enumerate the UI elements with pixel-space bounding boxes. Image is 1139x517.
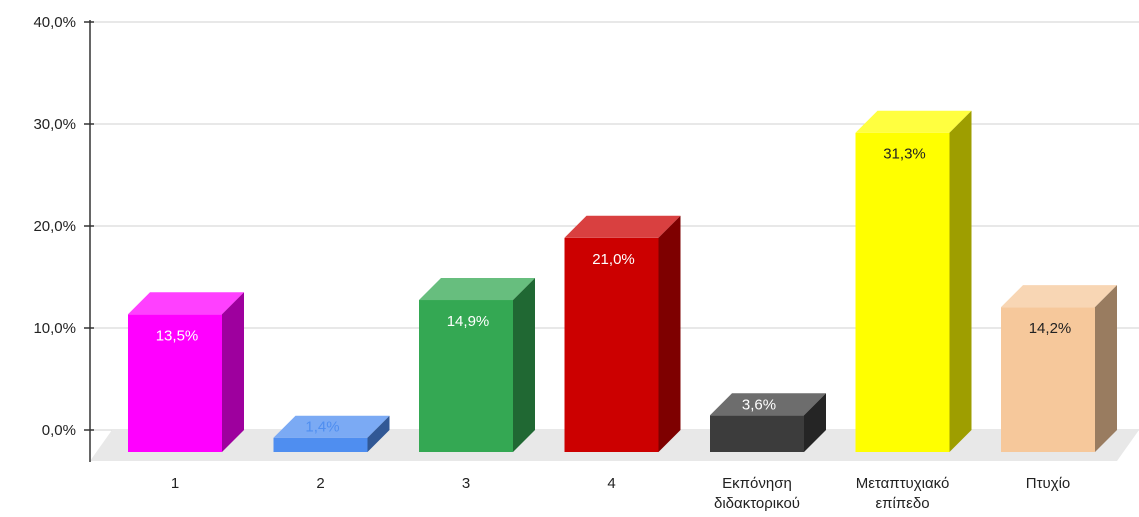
x-tick-label: 3 [462,475,470,492]
bar-top [419,278,535,301]
data-label: 13,5% [156,327,199,344]
bar [128,292,244,452]
x-tick-label: Μεταπτυχιακό επίπεδο [856,475,950,512]
labels: 13,5% 1 1,4% 2 14,9% 3 21,0% 4 3,6% Εκπόνηση διδακ… [156,146,1072,512]
bar-top [1001,285,1117,308]
bar-top [128,292,244,315]
x-tick-label-line: Πτυχίο [1026,475,1071,492]
bar-side [513,278,535,452]
bar [564,215,681,452]
y-tick-label: 0,0% [42,422,76,439]
x-tick-label-line: διδακτορικού [714,495,800,512]
bar-front [855,132,950,453]
data-label: 14,9% [447,313,490,330]
bars [128,110,1117,453]
bar-side [949,110,972,453]
x-tick-label-line: 1 [171,475,179,492]
bar [273,415,390,452]
data-label: 1,4% [305,419,339,436]
bar-side [1095,285,1117,452]
y-tick-label: 40,0% [33,14,76,31]
x-tick-label: Πτυχίο [1026,475,1071,492]
bar-side [222,292,244,452]
bar-front [273,437,368,452]
bar-top [564,215,681,238]
x-tick-label: Εκπόνηση διδακτορικού [714,475,800,512]
bar-side [367,415,390,452]
bar [1001,285,1117,452]
bar-side [658,215,681,452]
bar-side [804,393,826,452]
bar-front [419,300,513,452]
y-tick-label: 10,0% [33,320,76,337]
bar-front [564,237,659,452]
x-tick-label-line: Εκπόνηση [722,475,792,492]
x-tick-label-line: 4 [607,475,615,492]
y-axis: 0,0% 10,0% 20,0% 30,0% 40,0% [33,14,94,462]
bar [710,393,826,452]
bar [419,278,535,452]
x-tick-label: 2 [316,475,324,492]
x-tick-label-line: 2 [316,475,324,492]
bar-front [1001,307,1095,452]
bar-front [710,415,804,452]
bar [855,110,972,453]
data-label: 14,2% [1029,320,1072,337]
x-tick-label: 4 [607,475,615,492]
bar-top [273,415,390,438]
data-label: 3,6% [742,396,776,413]
bar-top [855,110,972,133]
y-tick-label: 30,0% [33,116,76,133]
x-tick-label-line: 3 [462,475,470,492]
bar-top [710,393,826,416]
x-tick-label-line: Μεταπτυχιακό [856,475,950,492]
x-tick-label: 1 [171,475,179,492]
bar-front [128,314,222,452]
y-tick-label: 20,0% [33,218,76,235]
x-tick-label-line: επίπεδο [875,495,929,512]
data-label: 31,3% [883,146,926,163]
data-label: 21,0% [592,251,635,268]
